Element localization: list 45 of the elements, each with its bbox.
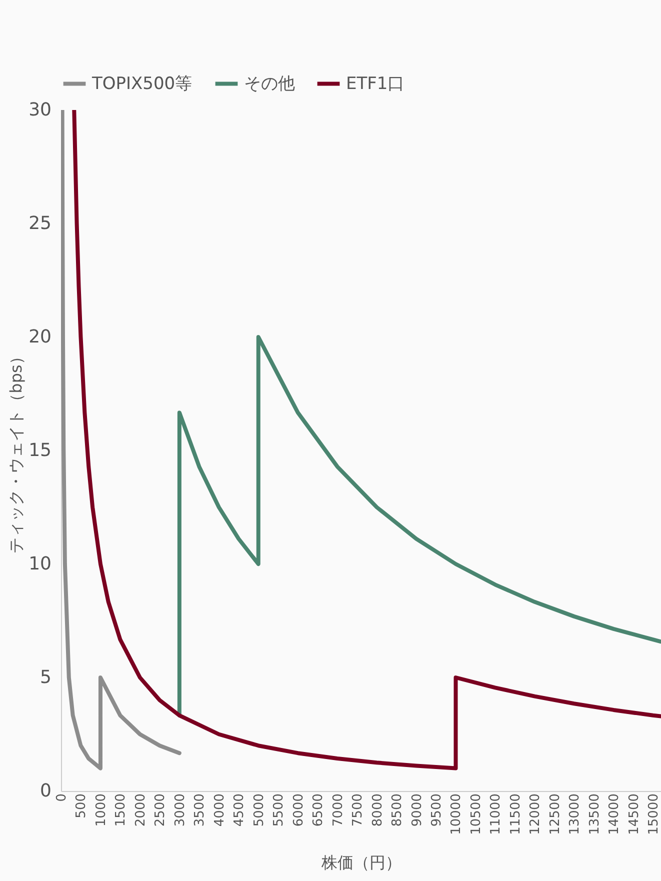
x-tick-label: 14000 [607,794,622,835]
y-tick-label: 25 [28,213,52,234]
x-tick-label: 6500 [311,794,326,827]
x-tick-label: 10000 [449,794,464,835]
x-tick-label: 8000 [370,794,386,827]
x-tick-label: 4000 [212,794,228,827]
y-tick-label: 20 [28,326,52,348]
x-tick-label: 9500 [430,794,444,827]
x-tick-label: 10500 [468,794,484,835]
x-tick-label: 2000 [133,794,148,827]
x-tick-label: 13000 [568,794,583,835]
x-tick-label: 8500 [390,794,406,827]
x-tick-label: 5500 [272,794,287,827]
legend-label: TOPIX500等 [91,74,192,94]
x-tick-label: 3500 [192,794,208,827]
x-tick-label: 9000 [410,794,425,827]
y-axis-title: ティック・ウェイト（bps） [6,348,26,554]
line-series [61,110,182,770]
x-tick-label: 11500 [508,794,524,835]
x-tick-label: 5000 [252,794,267,827]
x-tick-label: 6000 [291,794,306,827]
x-tick-label: 0 [54,794,70,802]
x-tick-label: 15000 [646,794,661,835]
x-tick-label: 11000 [488,794,504,835]
x-tick-label: 500 [74,794,90,818]
y-tick-label: 30 [28,100,52,120]
x-tick-label: 1500 [114,794,129,827]
x-tick-label: 12500 [548,794,563,835]
x-tick-label: 7000 [330,794,346,827]
x-tick-label: 13500 [587,794,602,835]
x-tick-label: 12000 [528,794,544,835]
x-tick-label: 3000 [172,794,188,827]
y-tick-label: 5 [40,667,52,688]
x-tick-label: 14500 [626,794,642,835]
x-tick-label: 1000 [94,794,109,827]
x-tick-label: 2500 [153,794,168,827]
legend-label: その他 [244,74,295,94]
x-axis-title: 株価（円） [320,852,402,872]
x-tick-label: 7500 [350,794,366,827]
y-tick-label: 10 [28,554,52,574]
legend-label: ETF1口 [346,74,405,94]
y-tick-label: 15 [28,440,52,461]
line-series [72,110,661,770]
y-tick-label: 0 [40,780,52,802]
x-tick-label: 4500 [232,794,248,827]
